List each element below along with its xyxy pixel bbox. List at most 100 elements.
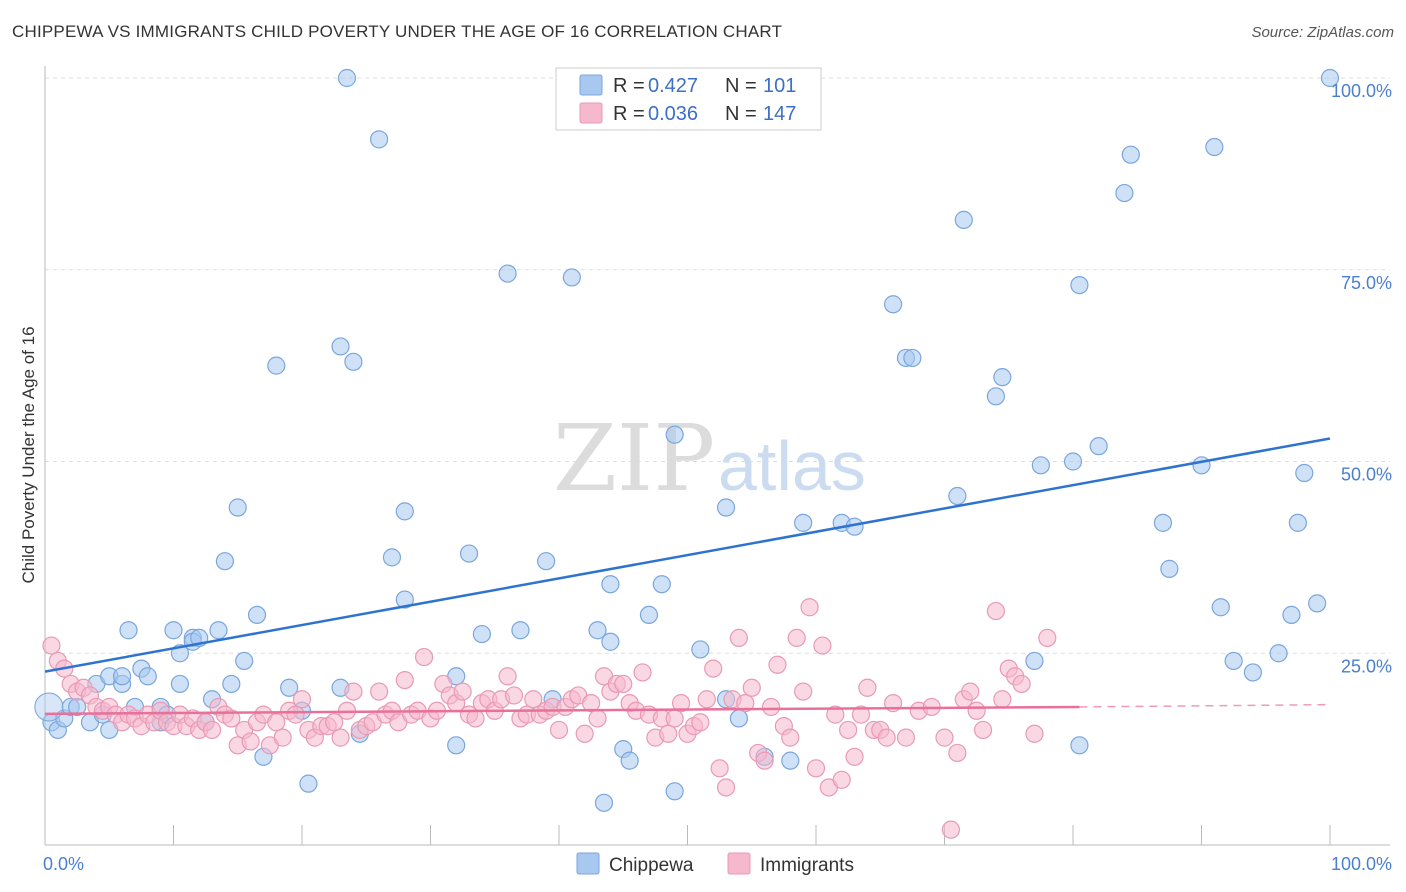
chippewa-point-90 [1153,513,1173,532]
chippewa-point-67 [716,498,736,517]
immigrants-point-104 [710,759,729,778]
immigrants-point-108 [736,694,755,713]
chippewa-point-55 [562,268,581,287]
chippewa-point-19 [164,621,183,640]
chippewa-point-45 [395,590,414,609]
y-axis-label: Child Poverty Under the Age of 16 [19,326,38,583]
bottom-legend-immigrants: Immigrants [760,855,854,876]
immigrants-point-136 [941,820,961,839]
immigrants-point-140 [967,701,986,720]
chippewa-point-101 [1308,594,1327,613]
chippewa-point-98 [1282,605,1301,625]
data-points [34,68,1340,839]
immigrants-point-97 [665,709,684,728]
immigrants-point-64 [453,682,472,701]
chippewa-point-58 [601,575,620,594]
chippewa-point-53 [537,552,556,571]
legend-r-label-2: R = [613,103,645,125]
immigrants-point-83 [575,724,594,743]
immigrants-point-147 [1025,724,1044,743]
immigrants-point-102 [697,690,716,709]
immigrants-point-92 [633,663,652,682]
chippewa-point-72 [794,513,813,532]
immigrants-point-71 [498,667,517,686]
chippewa-point-57 [594,793,614,812]
chippewa-point-69 [729,709,749,728]
chippewa-point-31 [235,651,254,671]
chippewa-point-44 [382,548,402,567]
chippewa-point-83 [1031,456,1050,475]
chippewa-point-38 [331,337,350,356]
chart-title: CHIPPEWA VS IMMIGRANTS CHILD POVERTY UND… [12,22,783,41]
immigrants-point-116 [787,628,806,648]
immigrants-point-66 [466,709,485,728]
y-tick-label-75: 75.0% [1341,273,1392,293]
chippewa-point-86 [1070,736,1089,755]
legend-swatch-chippewa [579,74,603,96]
bottom-legend-swatch-chippewa [576,852,600,875]
immigrants-point-98 [671,694,691,713]
chippewa-point-82 [1025,651,1044,671]
chippewa-point-46 [395,502,414,521]
watermark-zip: ZIP [553,405,715,512]
x-tick-label-0: 0.0% [43,854,84,874]
immigrants-point-126 [851,705,871,724]
tick-labels: 25.0% 50.0% 75.0% 100.0% 0.0% 100.0% [43,81,1392,874]
chippewa-point-97 [1269,644,1288,663]
chippewa-point-94 [1211,598,1230,617]
immigrants-point-75 [524,690,543,709]
immigrants-point-142 [986,601,1006,621]
chippewa-point-35 [280,678,299,697]
chippewa-point-41 [344,352,363,371]
chippewa-point-15 [138,667,157,686]
legend-n-label-2: N = [725,103,757,125]
immigrants-point-148 [1038,628,1057,648]
immigrants-point-101 [691,713,710,732]
chippewa-point-30 [228,498,247,517]
chippewa-point-89 [1121,145,1140,164]
y-tick-label-25: 25.0% [1341,656,1392,676]
chippewa-point-65 [665,425,684,444]
immigrants-point-124 [839,720,858,740]
bottom-legend: Chippewa Immigrants [576,852,854,876]
chippewa-point-71 [781,751,800,770]
chippewa-point-49 [459,544,479,563]
immigrants-point-132 [896,728,916,747]
legend-n-value-2: 147 [763,103,796,125]
immigrants-point-103 [704,659,723,678]
chippewa-point-92 [1192,456,1211,475]
watermark: ZIP atlas [553,405,866,512]
chippewa-point-79 [954,210,973,229]
immigrants-point-58 [414,647,434,667]
y-tick-label-50: 50.0% [1341,465,1392,485]
immigrants-point-44 [325,713,344,732]
chippewa-point-95 [1224,651,1243,671]
chippewa-point-34 [267,356,286,375]
chippewa-point-93 [1205,137,1224,157]
bottom-legend-chippewa: Chippewa [609,855,694,876]
immigrants-point-109 [742,678,761,697]
immigrants-point-130 [877,728,896,747]
chippewa-point-77 [903,348,922,368]
immigrants-point-89 [614,674,633,694]
chippewa-point-63 [652,575,671,594]
immigrants-point-39 [292,690,312,709]
immigrants-point-25 [202,720,222,740]
legend-box: R = 0.427 N = 101 R = 0.036 N = 147 [555,67,822,131]
chippewa-point-75 [883,295,903,314]
immigrants-point-47 [344,682,363,701]
immigrants-point-137 [948,743,967,763]
chippewa-point-21 [170,674,190,694]
chippewa-point-87 [1089,437,1108,456]
legend-n-label-1: N = [725,75,757,97]
chippewa-point-59 [601,632,620,651]
immigrants-point-36 [273,728,292,747]
chippewa-point-88 [1115,183,1134,203]
chippewa-point-51 [498,264,517,283]
immigrants-point-127 [858,678,877,697]
trend-lines [44,437,1331,716]
chippewa-point-96 [1243,663,1263,682]
chippewa-point-47 [447,736,466,755]
chippewa-point-80 [986,387,1006,406]
